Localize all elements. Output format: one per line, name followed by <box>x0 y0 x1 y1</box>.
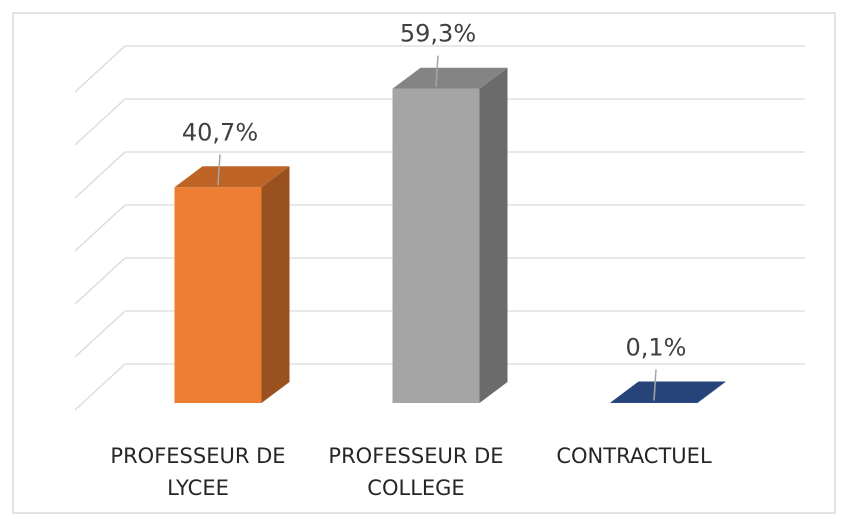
bar-top <box>610 381 726 403</box>
x-tick-label: CONTRACTUEL <box>556 444 712 468</box>
side-grid-line <box>74 363 126 411</box>
side-grid-line <box>74 257 126 305</box>
bar-top <box>392 67 508 89</box>
data-label: 59,3% <box>400 20 476 48</box>
data-label: 0,1% <box>626 333 687 361</box>
bar-side <box>261 166 290 403</box>
side-grid-line <box>74 45 126 93</box>
bar-side <box>697 381 726 403</box>
bar <box>174 187 262 403</box>
bar <box>392 88 480 404</box>
side-grid-line <box>74 98 126 146</box>
leader-line <box>435 55 439 87</box>
leader-line <box>217 154 221 186</box>
side-grid-line <box>74 151 126 199</box>
bar-top <box>174 166 290 188</box>
leader-line <box>653 369 657 401</box>
side-grid-line <box>74 204 126 252</box>
x-tick-label: PROFESSEUR DE LYCEE <box>110 444 286 500</box>
side-grid-line <box>74 310 126 358</box>
bar <box>610 402 698 403</box>
bar-side <box>479 67 508 404</box>
data-label: 40,7% <box>182 118 258 146</box>
x-tick-label: PROFESSEUR DE COLLEGE <box>328 444 504 500</box>
